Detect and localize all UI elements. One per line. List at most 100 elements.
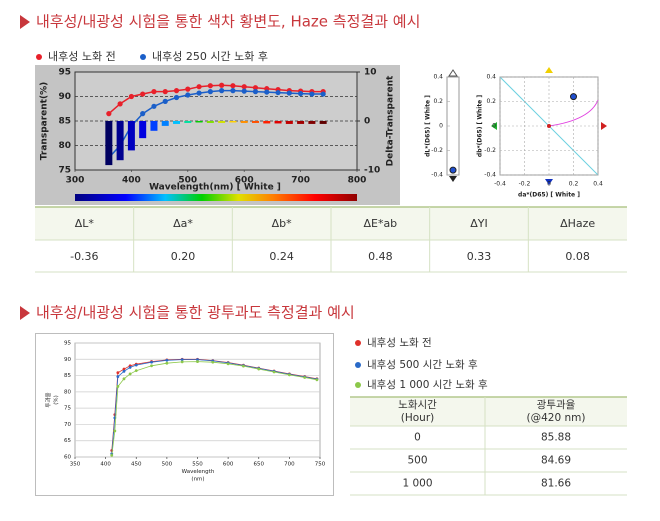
table-cell: 0 bbox=[414, 432, 421, 444]
x-tick-label: 400 bbox=[122, 176, 141, 186]
bar bbox=[116, 121, 124, 161]
bar bbox=[105, 121, 113, 166]
section-title: 내후성/내광성 시험을 통한 광투과도 측정결과 예시 bbox=[36, 304, 355, 322]
y-tick-label: -0.4 bbox=[484, 172, 496, 179]
x-axis-label: Wavelength(nm) [ White ] bbox=[149, 183, 281, 193]
data-point bbox=[242, 364, 245, 368]
bar bbox=[206, 121, 214, 123]
x-tick-label: 700 bbox=[284, 462, 295, 468]
y-tick-label: 75 bbox=[58, 166, 71, 176]
table-cell: 500 bbox=[407, 455, 427, 467]
table-cell: -0.36 bbox=[70, 250, 98, 263]
section-title: 내후성/내광성 시험을 통한 색차 황변도, Haze 측정결과 예시 bbox=[36, 13, 420, 31]
bar bbox=[184, 121, 192, 123]
y-tick-label: 70 bbox=[64, 422, 71, 428]
data-point bbox=[128, 93, 134, 100]
data-point bbox=[298, 90, 304, 97]
data-point bbox=[275, 89, 281, 96]
bar bbox=[285, 121, 293, 124]
data-point bbox=[449, 166, 457, 174]
data-point bbox=[264, 89, 270, 95]
data-point bbox=[207, 89, 213, 95]
table-header: ΔYI bbox=[470, 217, 488, 230]
data-point bbox=[134, 363, 138, 367]
y-tick-label: 90 bbox=[58, 92, 71, 102]
y-tick-label: -0.4 bbox=[431, 172, 443, 179]
y-axis-label: db*(D65) [ White ] bbox=[477, 95, 484, 157]
x-tick-label: 0.4 bbox=[593, 181, 603, 188]
data-point bbox=[309, 91, 315, 97]
bar bbox=[139, 121, 147, 139]
table-cell: 84.69 bbox=[541, 455, 571, 467]
legend-marker bbox=[355, 382, 361, 388]
data-point bbox=[122, 367, 126, 371]
x-tick-label: 500 bbox=[162, 462, 173, 468]
y-axis-label: (%) bbox=[53, 395, 59, 405]
data-point bbox=[162, 98, 168, 104]
data-point bbox=[226, 362, 230, 366]
x-axis-label: Wavelength bbox=[182, 469, 215, 475]
y-tick-label: 95 bbox=[58, 68, 71, 78]
table-cell: 81.66 bbox=[541, 478, 571, 490]
bar bbox=[161, 121, 169, 126]
y-tick-label: 95 bbox=[64, 341, 71, 347]
table-cell: 0.20 bbox=[171, 250, 196, 263]
data-point bbox=[570, 93, 577, 101]
legend-label: 내후성 250 시간 노화 후 bbox=[152, 50, 268, 63]
y-tick-label: 90 bbox=[64, 357, 71, 363]
x-tick-label: 550 bbox=[192, 462, 203, 468]
legend-label: 내후성 노화 전 bbox=[48, 50, 116, 63]
table-cell: 1 000 bbox=[402, 478, 432, 490]
data-point bbox=[219, 88, 225, 94]
x-tick-label: 800 bbox=[348, 176, 367, 186]
table-header: Δb* bbox=[272, 217, 293, 230]
x-tick-label: -0.4 bbox=[494, 181, 506, 188]
data-point bbox=[196, 360, 199, 363]
marker-triangle bbox=[491, 122, 497, 130]
decor-curve bbox=[548, 99, 599, 127]
data-point bbox=[211, 360, 215, 364]
data-point bbox=[134, 369, 138, 373]
x-axis-label: (nm) bbox=[191, 476, 204, 482]
bar bbox=[308, 121, 316, 124]
y-tick-label: 85 bbox=[58, 117, 71, 127]
data-point bbox=[252, 85, 259, 91]
y-tick-label: 65 bbox=[64, 438, 71, 444]
data-point bbox=[150, 364, 153, 368]
y-axis-label: dL*(D65) [ White ] bbox=[425, 95, 432, 157]
table-header: (Hour) bbox=[401, 412, 434, 424]
y-tick-label: 0 bbox=[492, 123, 496, 130]
y-tick-label: -0.2 bbox=[484, 147, 496, 154]
data-point bbox=[116, 385, 120, 388]
data-point bbox=[122, 377, 126, 381]
x-tick-label: 400 bbox=[100, 462, 111, 468]
marker-triangle bbox=[601, 122, 607, 130]
data-point bbox=[128, 372, 132, 376]
data-point bbox=[219, 82, 225, 88]
data-point bbox=[180, 358, 184, 362]
x-tick-label: -0.2 bbox=[519, 181, 531, 188]
data-point bbox=[287, 373, 291, 377]
x-axis-label: da*(D65) [ White ] bbox=[518, 192, 580, 199]
legend-marker bbox=[355, 362, 361, 368]
legend-marker bbox=[355, 340, 361, 346]
data-point bbox=[303, 376, 307, 379]
data-point bbox=[173, 88, 180, 94]
data-point bbox=[185, 86, 191, 92]
data-point bbox=[140, 91, 146, 97]
y-axis-label: 투과율 bbox=[44, 392, 52, 407]
data-point bbox=[196, 90, 202, 96]
x-tick-label: 0 bbox=[547, 181, 551, 188]
table-header: 노화시간 bbox=[398, 399, 437, 411]
bar bbox=[319, 121, 327, 124]
spectrum-strip bbox=[75, 194, 357, 201]
title-arrow bbox=[20, 306, 30, 320]
data-point bbox=[320, 91, 326, 97]
data-point bbox=[116, 371, 120, 375]
x-tick-label: 350 bbox=[70, 462, 81, 468]
table-cell: 0.08 bbox=[565, 250, 590, 263]
y-tick-label: 0.4 bbox=[433, 74, 443, 81]
x-tick-label: 500 bbox=[178, 176, 197, 186]
